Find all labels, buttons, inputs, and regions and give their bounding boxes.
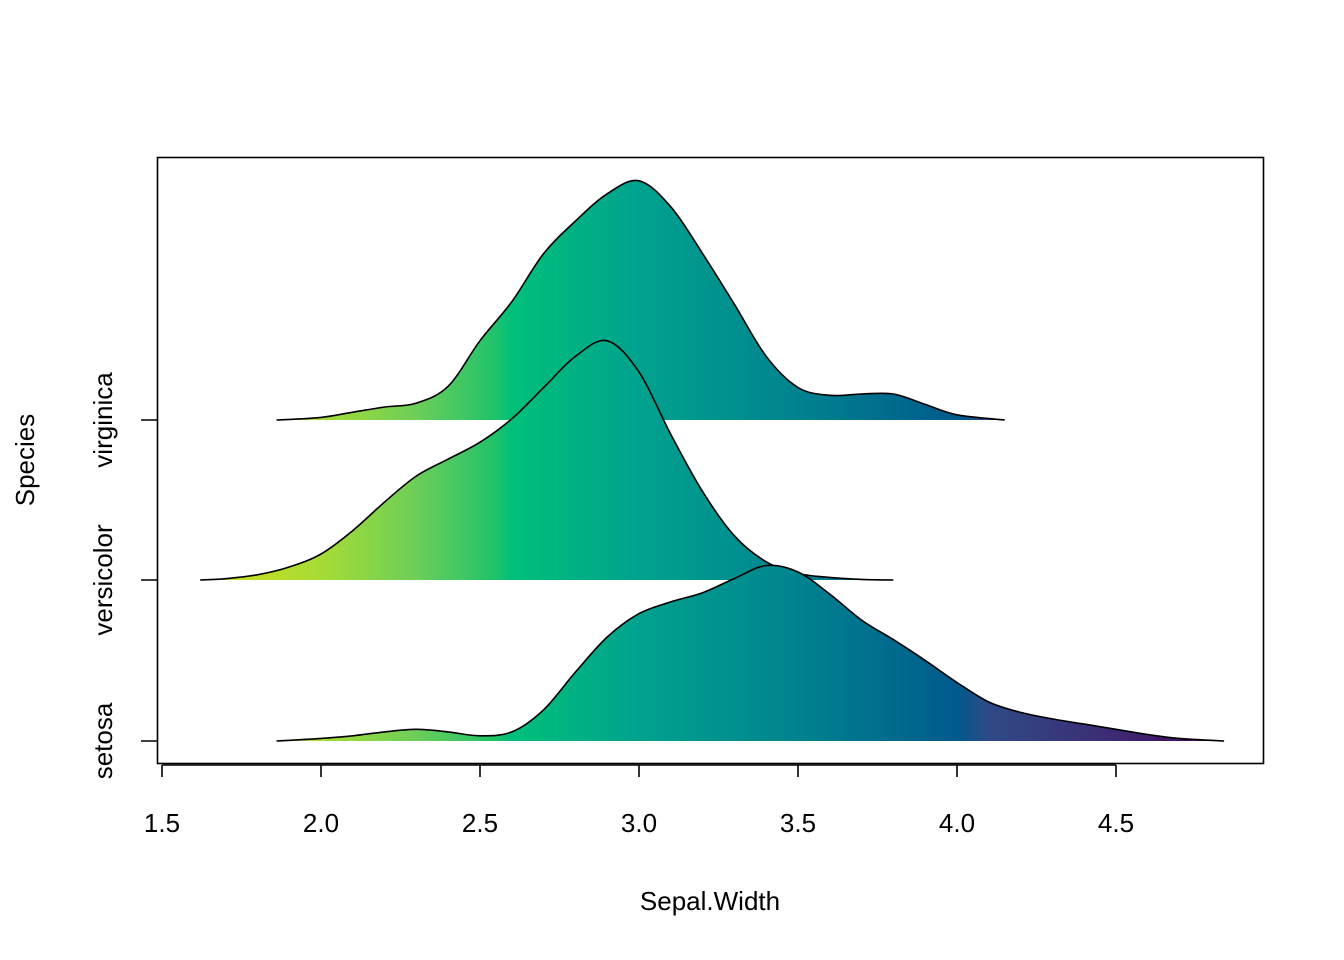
x-axis: 1.5 2.0 2.5 3.0 3.5 4.0 4.5 bbox=[144, 764, 1134, 838]
y-tick-label-versicolor: versicolor bbox=[88, 524, 118, 636]
ridge-fill-virginica bbox=[276, 180, 1005, 420]
x-tick-label: 1.5 bbox=[144, 808, 180, 838]
x-axis-title: Sepal.Width bbox=[640, 886, 780, 916]
ridge-fill-setosa bbox=[276, 565, 1225, 741]
x-tick-label: 4.5 bbox=[1098, 808, 1134, 838]
ridge-setosa bbox=[276, 564, 1225, 742]
x-tick-label: 4.0 bbox=[939, 808, 975, 838]
x-tick-label: 2.5 bbox=[462, 808, 498, 838]
y-axis: setosa versicolor virginica bbox=[88, 372, 158, 779]
x-tick-label: 3.5 bbox=[780, 808, 816, 838]
ridges bbox=[200, 179, 1225, 742]
ridge-outline-virginica bbox=[276, 179, 1005, 421]
y-tick-label-setosa: setosa bbox=[88, 702, 118, 779]
ridge-outline-setosa bbox=[276, 564, 1225, 742]
ridge-fill-versicolor bbox=[200, 340, 894, 580]
x-tick-label: 2.0 bbox=[303, 808, 339, 838]
ridge-virginica bbox=[276, 179, 1005, 421]
plot-frame bbox=[156, 156, 1265, 765]
y-tick-label-virginica: virginica bbox=[88, 372, 118, 468]
y-axis-title: Species bbox=[10, 414, 40, 507]
x-tick-label: 3.0 bbox=[621, 808, 657, 838]
